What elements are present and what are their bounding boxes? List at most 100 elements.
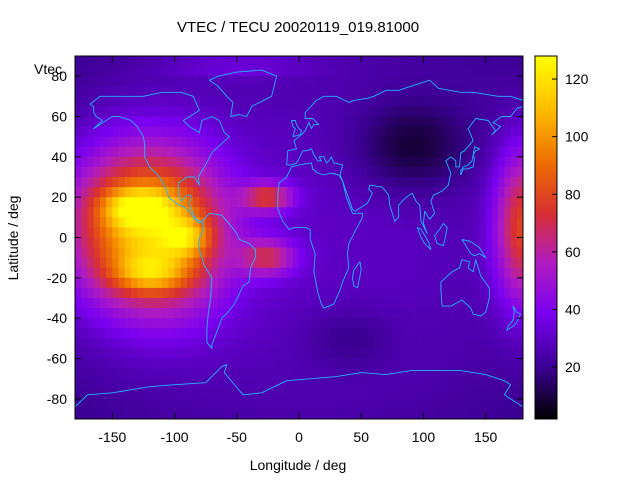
heatmap-cell bbox=[417, 358, 425, 370]
heatmap-cell bbox=[435, 338, 443, 350]
heatmap-cell bbox=[205, 398, 213, 410]
heatmap-cell bbox=[442, 237, 449, 249]
heatmap-cell bbox=[516, 267, 523, 279]
heatmap-cell bbox=[448, 408, 456, 419]
heatmap-cell bbox=[299, 308, 306, 319]
heatmap-cell bbox=[106, 187, 113, 198]
heatmap-cell bbox=[106, 338, 113, 350]
heatmap-cell bbox=[224, 86, 232, 97]
heatmap-cell bbox=[367, 338, 375, 350]
heatmap-cell bbox=[199, 237, 207, 249]
heatmap-cell bbox=[249, 378, 257, 390]
heatmap-cell bbox=[361, 338, 369, 350]
heatmap-cell bbox=[504, 96, 512, 108]
heatmap-cell bbox=[261, 328, 269, 339]
heatmap-cell bbox=[454, 66, 462, 77]
heatmap-cell bbox=[423, 237, 431, 249]
heatmap-cell bbox=[106, 368, 113, 380]
heatmap-cell bbox=[87, 318, 95, 329]
heatmap-cell bbox=[417, 86, 425, 97]
heatmap-cell bbox=[467, 66, 474, 77]
heatmap-cell bbox=[124, 146, 132, 158]
heatmap-cell bbox=[460, 146, 468, 158]
heatmap-cell bbox=[255, 257, 263, 269]
heatmap-cell bbox=[479, 388, 487, 400]
heatmap-cell bbox=[280, 116, 288, 128]
heatmap-cell bbox=[504, 146, 512, 158]
heatmap-cell bbox=[261, 156, 269, 168]
heatmap-cell bbox=[417, 408, 425, 419]
y-tick-label: 40 bbox=[51, 149, 67, 165]
heatmap-cell bbox=[392, 247, 400, 259]
heatmap-cell bbox=[249, 86, 257, 97]
heatmap-cell bbox=[274, 136, 281, 148]
heatmap-cell bbox=[373, 197, 381, 208]
heatmap-cell bbox=[93, 66, 101, 77]
heatmap-cell bbox=[292, 146, 300, 158]
heatmap-cell bbox=[323, 338, 331, 350]
heatmap-cell bbox=[442, 126, 449, 138]
heatmap-cell bbox=[249, 56, 257, 67]
heatmap-cell bbox=[317, 338, 325, 350]
heatmap-cell bbox=[305, 358, 313, 370]
heatmap-cell bbox=[224, 126, 232, 138]
heatmap-cell bbox=[467, 177, 474, 188]
heatmap-cell bbox=[199, 267, 207, 279]
heatmap-cell bbox=[174, 298, 182, 309]
heatmap-cell bbox=[317, 247, 325, 259]
heatmap-cell bbox=[299, 388, 306, 400]
heatmap-cell bbox=[131, 247, 138, 259]
heatmap-cell bbox=[280, 86, 288, 97]
heatmap-cell bbox=[112, 298, 120, 309]
heatmap-cell bbox=[286, 308, 294, 319]
heatmap-cell bbox=[479, 136, 487, 148]
heatmap-cell bbox=[491, 277, 499, 289]
heatmap-cell bbox=[149, 277, 157, 289]
heatmap-cell bbox=[348, 56, 356, 67]
heatmap-cell bbox=[442, 257, 449, 269]
heatmap-cell bbox=[131, 96, 138, 108]
heatmap-cell bbox=[131, 217, 138, 229]
heatmap-cell bbox=[498, 177, 505, 188]
heatmap-cell bbox=[435, 318, 443, 329]
heatmap-cell bbox=[286, 227, 294, 239]
heatmap-cell bbox=[299, 106, 306, 118]
heatmap-cell bbox=[112, 227, 120, 239]
heatmap-cell bbox=[323, 207, 331, 218]
heatmap-cell bbox=[243, 348, 250, 360]
heatmap-cell bbox=[75, 197, 82, 208]
heatmap-cell bbox=[187, 156, 194, 168]
heatmap-cell bbox=[411, 177, 418, 188]
heatmap-cell bbox=[379, 298, 387, 309]
heatmap-cell bbox=[516, 187, 523, 198]
heatmap-cell bbox=[423, 358, 431, 370]
heatmap-cell bbox=[361, 237, 369, 249]
heatmap-cell bbox=[386, 66, 393, 77]
heatmap-cell bbox=[442, 166, 449, 178]
heatmap-cell bbox=[305, 257, 313, 269]
heatmap-cell bbox=[323, 378, 331, 390]
heatmap-cell bbox=[448, 308, 456, 319]
heatmap-cell bbox=[423, 207, 431, 218]
heatmap-cell bbox=[473, 166, 481, 178]
heatmap-cell bbox=[448, 217, 456, 229]
heatmap-cell bbox=[342, 398, 350, 410]
heatmap-cell bbox=[510, 76, 518, 87]
heatmap-cell bbox=[187, 277, 194, 289]
heatmap-cell bbox=[118, 257, 126, 269]
heatmap-cell bbox=[485, 207, 493, 218]
heatmap-cell bbox=[311, 368, 319, 380]
heatmap-cell bbox=[255, 408, 263, 419]
heatmap-cell bbox=[491, 308, 499, 319]
heatmap-cell bbox=[124, 318, 132, 329]
heatmap-cell bbox=[99, 106, 107, 118]
heatmap-cell bbox=[261, 126, 269, 138]
heatmap-cell bbox=[199, 408, 207, 419]
heatmap-cell bbox=[75, 388, 82, 400]
heatmap-cell bbox=[460, 126, 468, 138]
heatmap-cell bbox=[491, 287, 499, 299]
heatmap-cell bbox=[193, 96, 201, 108]
heatmap-cell bbox=[87, 257, 95, 269]
heatmap-cell bbox=[510, 328, 518, 339]
heatmap-cell bbox=[342, 227, 350, 239]
